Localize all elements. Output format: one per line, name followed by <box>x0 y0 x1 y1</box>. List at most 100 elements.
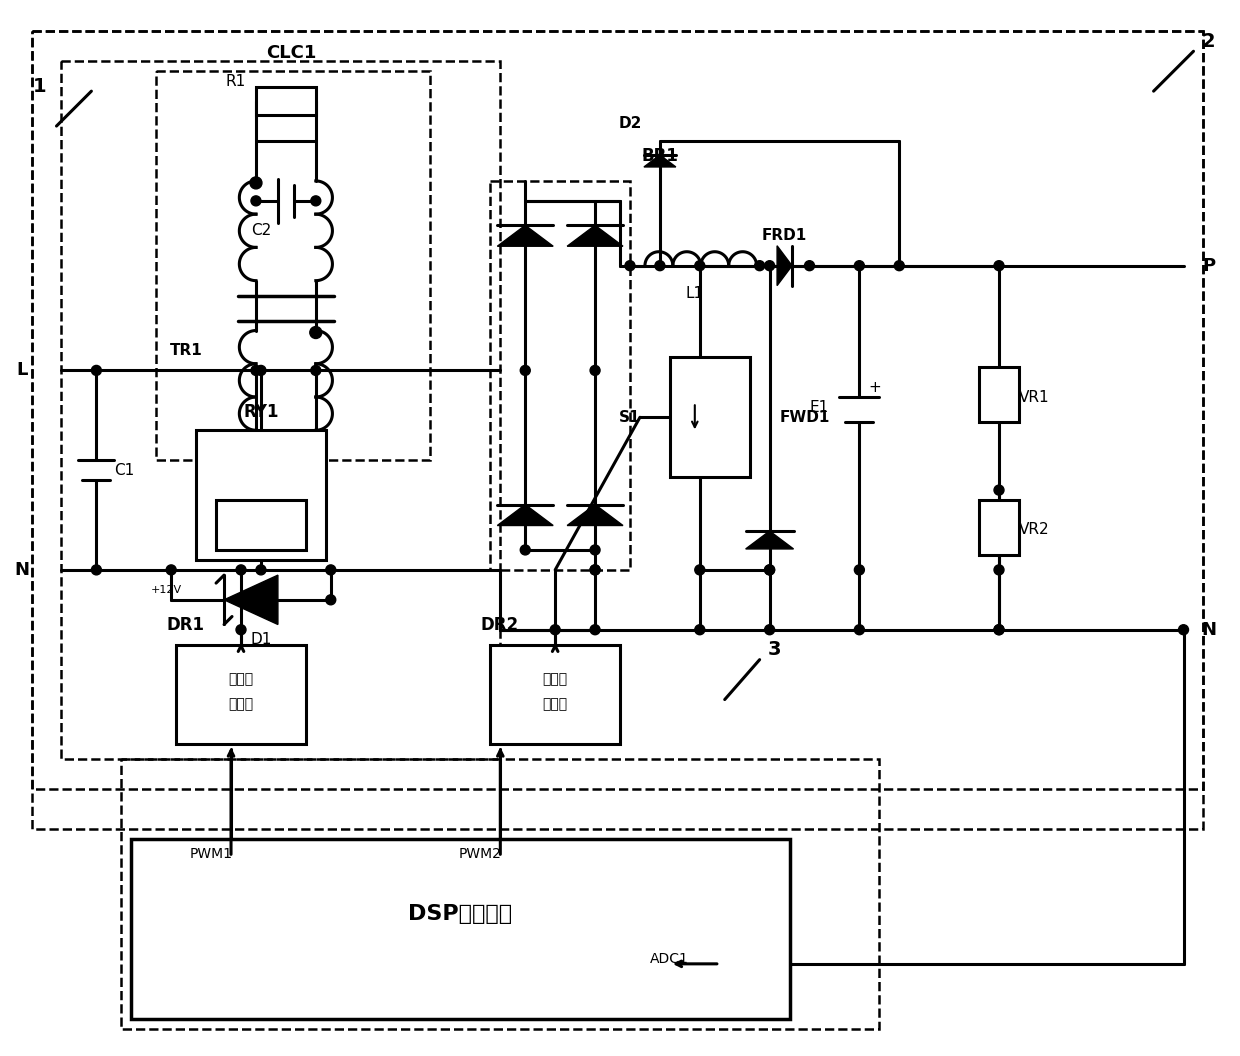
Text: 电压型: 电压型 <box>543 673 568 686</box>
Bar <box>62 61 500 759</box>
Polygon shape <box>497 225 553 246</box>
Polygon shape <box>777 246 792 285</box>
Text: PWM2: PWM2 <box>459 847 502 861</box>
Bar <box>490 645 620 744</box>
Circle shape <box>590 545 600 555</box>
Text: DSP控制电路: DSP控制电路 <box>408 904 512 924</box>
Circle shape <box>250 177 262 189</box>
Text: BR1: BR1 <box>641 147 678 165</box>
Circle shape <box>854 565 864 574</box>
Circle shape <box>655 261 665 270</box>
Text: N: N <box>1202 621 1216 639</box>
Text: R1: R1 <box>226 74 246 89</box>
Circle shape <box>590 565 600 574</box>
Bar <box>31 32 1204 789</box>
Circle shape <box>590 565 600 574</box>
Circle shape <box>521 545 531 555</box>
Text: 2: 2 <box>1202 32 1215 51</box>
Text: C2: C2 <box>250 223 272 239</box>
Bar <box>980 501 1019 555</box>
Circle shape <box>694 261 704 270</box>
Circle shape <box>250 195 260 206</box>
Text: +: + <box>868 380 880 395</box>
Text: VR2: VR2 <box>1018 523 1049 538</box>
Polygon shape <box>567 505 622 526</box>
Text: ADC1: ADC1 <box>650 951 688 966</box>
Text: RY1: RY1 <box>243 403 279 421</box>
Text: D1: D1 <box>250 633 272 647</box>
Text: TR1: TR1 <box>170 343 202 358</box>
Text: 驱动器: 驱动器 <box>228 698 253 712</box>
Circle shape <box>994 625 1004 635</box>
Text: DR1: DR1 <box>166 616 205 634</box>
Polygon shape <box>644 155 676 167</box>
Polygon shape <box>745 531 794 549</box>
Circle shape <box>250 365 260 375</box>
Text: 驱动器: 驱动器 <box>543 698 568 712</box>
Text: 3: 3 <box>768 640 781 659</box>
Bar <box>255 88 316 115</box>
Bar <box>122 759 879 1029</box>
Text: +12V: +12V <box>150 585 182 595</box>
Text: P: P <box>1202 257 1215 275</box>
Bar <box>980 367 1019 422</box>
Circle shape <box>310 326 322 339</box>
Circle shape <box>166 565 176 574</box>
Text: E1: E1 <box>810 400 830 415</box>
Circle shape <box>92 365 102 375</box>
Bar <box>216 501 306 550</box>
Text: S1: S1 <box>619 410 641 425</box>
Circle shape <box>755 261 765 270</box>
Text: FWD1: FWD1 <box>779 410 830 425</box>
Circle shape <box>994 485 1004 495</box>
Circle shape <box>236 565 246 574</box>
Polygon shape <box>567 225 622 246</box>
Circle shape <box>255 365 265 375</box>
Circle shape <box>694 565 704 574</box>
Text: FRD1: FRD1 <box>761 228 807 243</box>
Circle shape <box>765 565 775 574</box>
Circle shape <box>521 365 531 375</box>
Circle shape <box>854 625 864 635</box>
Bar <box>490 181 630 570</box>
Circle shape <box>994 625 1004 635</box>
Circle shape <box>765 261 775 270</box>
Circle shape <box>994 261 1004 270</box>
Circle shape <box>551 625 560 635</box>
Bar <box>131 840 790 1019</box>
Circle shape <box>590 625 600 635</box>
Circle shape <box>694 625 704 635</box>
Circle shape <box>326 565 336 574</box>
Circle shape <box>805 261 815 270</box>
Circle shape <box>1178 625 1188 635</box>
Text: C1: C1 <box>114 463 134 477</box>
Text: PWM1: PWM1 <box>190 847 233 861</box>
Circle shape <box>994 565 1004 574</box>
Text: D2: D2 <box>619 115 641 131</box>
Bar <box>176 645 306 744</box>
Circle shape <box>326 595 336 605</box>
Polygon shape <box>224 576 278 624</box>
Text: L1: L1 <box>686 286 704 301</box>
Circle shape <box>236 625 246 635</box>
Bar <box>196 430 326 560</box>
Bar <box>156 71 430 460</box>
Text: DR2: DR2 <box>480 616 518 634</box>
Text: VR1: VR1 <box>1018 390 1049 404</box>
Circle shape <box>255 565 265 574</box>
Circle shape <box>625 261 635 270</box>
Circle shape <box>92 565 102 574</box>
Circle shape <box>765 565 775 574</box>
Circle shape <box>311 365 321 375</box>
Circle shape <box>765 625 775 635</box>
Circle shape <box>894 261 904 270</box>
Text: N: N <box>14 561 29 579</box>
Circle shape <box>854 261 864 270</box>
Text: CLC1: CLC1 <box>265 44 316 62</box>
Text: 电流型: 电流型 <box>228 673 253 686</box>
Circle shape <box>590 365 600 375</box>
Text: L: L <box>16 361 27 379</box>
Bar <box>670 357 750 477</box>
Circle shape <box>311 195 321 206</box>
Polygon shape <box>497 505 553 526</box>
